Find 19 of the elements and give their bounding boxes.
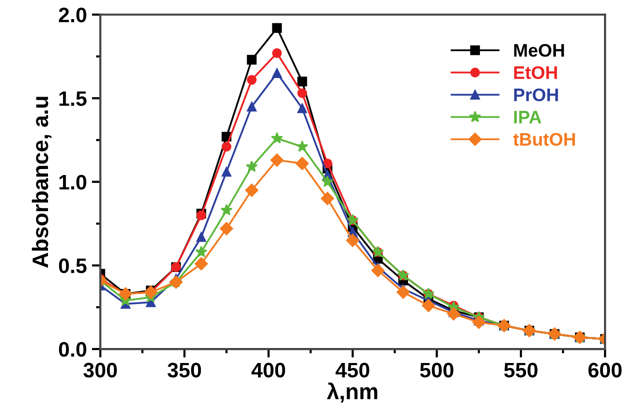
x-tick-label: 550 <box>504 362 538 378</box>
x-tick-label: 450 <box>336 362 370 378</box>
y-tick-label: 0.0 <box>58 342 86 357</box>
x-tick-label: 500 <box>420 362 454 378</box>
x-tick-label: 350 <box>168 362 201 378</box>
y-tick-label: 1.0 <box>59 174 86 190</box>
y-axis-title: Absorbance, a.u <box>32 96 52 268</box>
legend-label: EtOH <box>514 66 557 80</box>
legend-label: IPA <box>514 110 542 124</box>
x-axis-title: λ,nm <box>326 382 378 403</box>
legend-label: tButOH <box>513 132 575 146</box>
y-tick-label: 2.0 <box>58 8 86 22</box>
x-tick-label: 300 <box>83 362 117 378</box>
x-tick-label: 400 <box>252 362 286 378</box>
x-tick-label: 600 <box>588 362 622 378</box>
y-tick-label: 1.5 <box>59 91 87 106</box>
legend-label: MeOH <box>514 44 564 57</box>
y-tick-label: 0.5 <box>58 258 87 274</box>
legend-label: PrOH <box>514 88 558 102</box>
